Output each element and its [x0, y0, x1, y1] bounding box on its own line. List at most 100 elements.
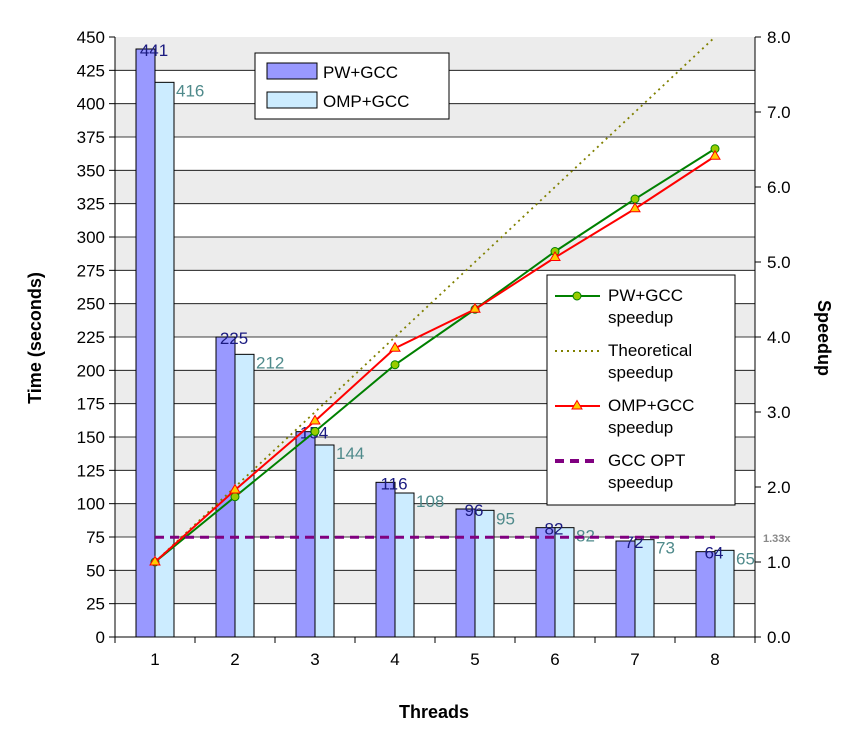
x-tick-label: 6: [550, 650, 559, 669]
series-point: [629, 202, 641, 213]
y-tick-label: 350: [77, 161, 105, 180]
y2-tick-label: 0.0: [767, 628, 791, 647]
tick-labels: 0255075100125150175200225250275300325350…: [77, 28, 791, 669]
y-tick-label: 325: [77, 195, 105, 214]
plot-band: [115, 170, 755, 204]
bar-data-label: 441: [140, 41, 168, 60]
bar-data-label: 95: [496, 509, 515, 528]
legend-marker-omp-gcc-speedup: [571, 399, 583, 410]
series-point: [309, 414, 321, 425]
y-tick-label: 25: [86, 595, 105, 614]
bar-data-label: 65: [736, 549, 755, 568]
y2-tick-label: 3.0: [767, 403, 791, 422]
series-point: [389, 341, 401, 352]
y-tick-label: 125: [77, 461, 105, 480]
y-tick-label: 300: [77, 228, 105, 247]
legend-label-omp-gcc-speedup-1: OMP+GCC: [608, 396, 694, 415]
legend-label-omp-gcc-speedup-2: speedup: [608, 418, 673, 437]
x-tick-label: 7: [630, 650, 639, 669]
bar-data-label: 82: [576, 527, 595, 546]
series-point: [230, 492, 240, 502]
bars: [135, 48, 735, 638]
bar: [474, 509, 495, 638]
y-tick-label: 75: [86, 528, 105, 547]
x-tick-label: 8: [710, 650, 719, 669]
series-point: [469, 302, 481, 313]
y2-axis-title: Speedup: [814, 300, 834, 376]
legend-marker-pw-gcc-speedup: [572, 291, 582, 301]
bar: [455, 508, 476, 638]
y-tick-label: 275: [77, 261, 105, 280]
y-tick-label: 100: [77, 495, 105, 514]
legend-label-gcc-opt-speedup-2: speedup: [608, 473, 673, 492]
legend-swatch-pw-gcc: [266, 62, 318, 80]
bar: [615, 540, 636, 638]
reference-line-label: 1.33x: [763, 533, 791, 545]
legend-label-pw-gcc: PW+GCC: [323, 63, 398, 82]
y-tick-label: 225: [77, 328, 105, 347]
series-point: [709, 149, 721, 160]
legend-label-theoretical-speedup-2: speedup: [608, 363, 673, 382]
y2-tick-label: 5.0: [767, 253, 791, 272]
bar-data-labels: 4412251541169682726441621214410895827365: [140, 41, 755, 568]
x-tick-label: 3: [310, 650, 319, 669]
bar-data-label: 225: [220, 329, 248, 348]
y-tick-label: 150: [77, 428, 105, 447]
series-line: [154, 37, 716, 563]
y2-tick-label: 7.0: [767, 103, 791, 122]
x-axis-title: Threads: [399, 702, 469, 722]
bar: [394, 492, 415, 638]
bar: [714, 549, 735, 638]
bar: [135, 48, 156, 638]
x-tick-label: 1: [150, 650, 159, 669]
bar: [375, 481, 396, 638]
bar-data-label: 96: [465, 501, 484, 520]
bar-data-label: 73: [656, 539, 675, 558]
y-tick-label: 450: [77, 28, 105, 47]
y2-tick-label: 8.0: [767, 28, 791, 47]
bar: [215, 336, 236, 638]
x-tick-label: 2: [230, 650, 239, 669]
y2-tick-label: 6.0: [767, 178, 791, 197]
plot-band: [115, 570, 755, 604]
series-point: [549, 251, 561, 261]
bar-data-label: 64: [705, 544, 724, 563]
bar: [695, 551, 716, 638]
legend-label-pw-gcc-speedup-1: PW+GCC: [608, 286, 683, 305]
bar: [535, 527, 556, 638]
y-tick-label: 425: [77, 61, 105, 80]
x-tick-label: 4: [390, 650, 399, 669]
bar: [295, 431, 316, 638]
y-tick-label: 375: [77, 128, 105, 147]
y-tick-label: 400: [77, 95, 105, 114]
series-point: [149, 555, 161, 566]
legend-label-omp-gcc: OMP+GCC: [323, 92, 409, 111]
bar-data-label: 108: [416, 492, 444, 511]
y-axis-title: Time (seconds): [25, 272, 45, 404]
axes: [109, 36, 761, 643]
y-tick-label: 0: [96, 628, 105, 647]
line-legend-box: [546, 274, 736, 506]
line-legend: PW+GCC speedup Theoretical speedup OMP+G…: [546, 274, 736, 506]
y-tick-label: 250: [77, 295, 105, 314]
plot-band: [115, 237, 755, 271]
speedup-lines: [149, 37, 721, 567]
bar-data-label: 212: [256, 353, 284, 372]
legend-label-theoretical-speedup-1: Theoretical: [608, 341, 692, 360]
series-point: [630, 194, 640, 204]
bar: [634, 539, 655, 638]
legend-label-pw-gcc-speedup-2: speedup: [608, 308, 673, 327]
legend-label-gcc-opt-speedup-1: GCC OPT: [608, 451, 685, 470]
legend-swatch-omp-gcc: [266, 91, 318, 109]
bar-data-label: 144: [336, 444, 364, 463]
x-tick-label: 5: [470, 650, 479, 669]
y-tick-label: 50: [86, 561, 105, 580]
series-line: [154, 155, 716, 563]
y2-tick-label: 2.0: [767, 478, 791, 497]
series-point: [310, 427, 320, 436]
bar-data-label: 116: [380, 474, 407, 493]
series-line: [154, 147, 716, 563]
series-point: [390, 360, 400, 370]
series-point: [229, 483, 241, 494]
